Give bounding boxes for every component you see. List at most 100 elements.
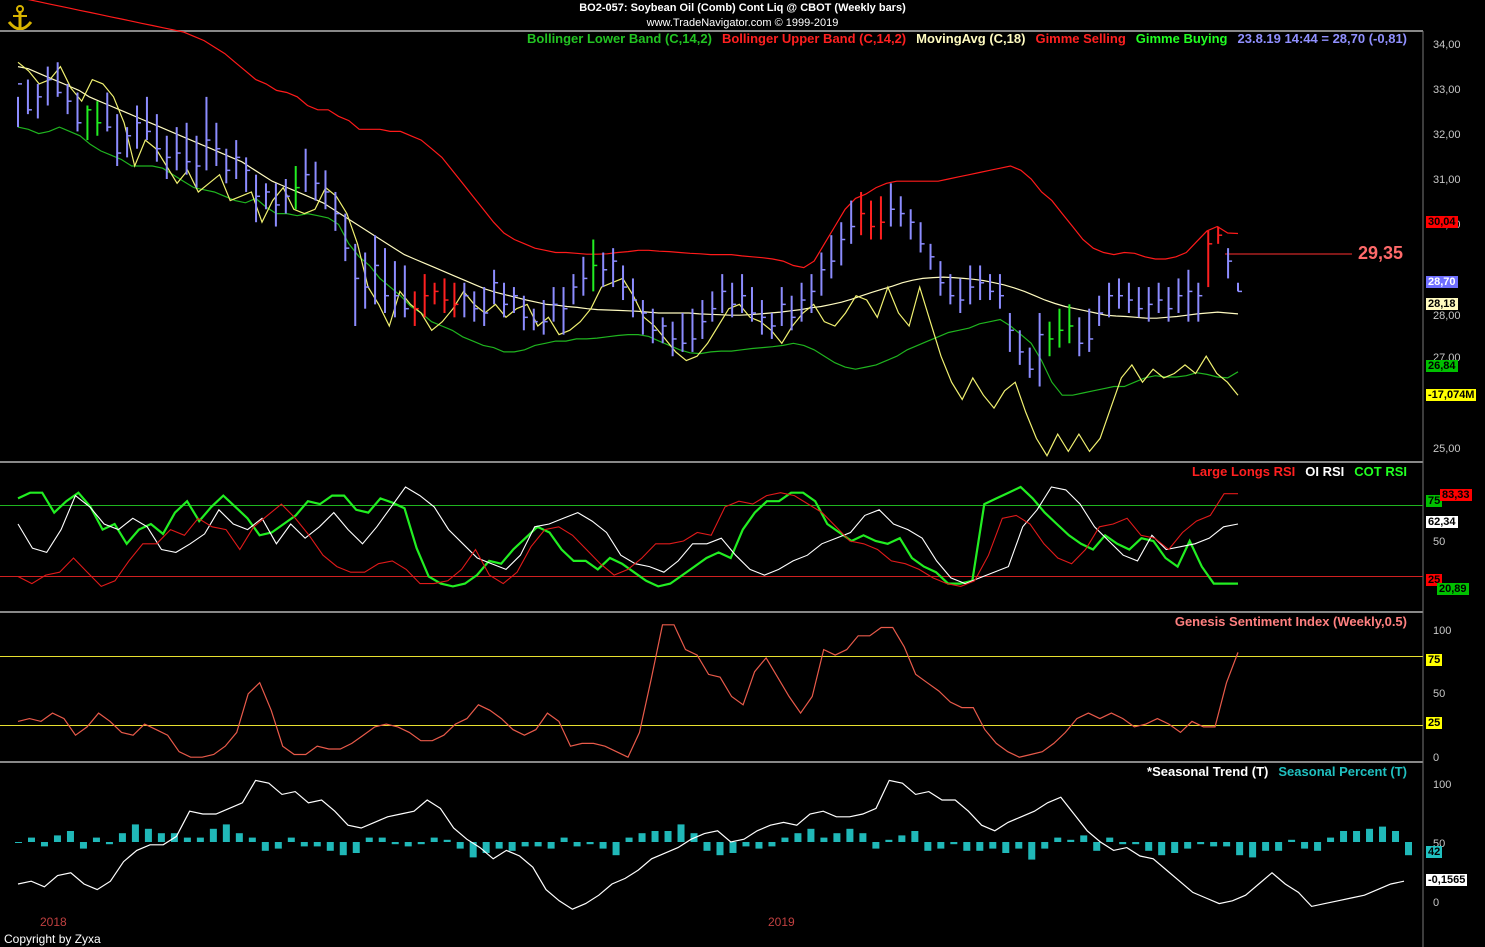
seasonal-percent-bar <box>92 837 100 842</box>
seasonal-percent-bar <box>1145 842 1153 851</box>
rsi-series-1 <box>17 486 1239 585</box>
seasonal-percent-bar <box>235 833 243 842</box>
seasonal-percent-bar <box>664 831 672 842</box>
value-tag: 26,84 <box>1426 360 1458 372</box>
value-tag: 28,18 <box>1426 298 1458 310</box>
legend-entry: 23.8.19 14:44 = 28,70 (-0,81) <box>1237 31 1407 46</box>
seasonal-percent-bar <box>1314 842 1322 851</box>
genesis-series-0 <box>17 624 1239 759</box>
y-tick-label: 34,00 <box>1433 39 1461 51</box>
y-tick-label: 28,00 <box>1433 310 1461 322</box>
seasonal-percent-bar <box>365 837 373 842</box>
seasonal-percent-bar <box>1028 842 1036 860</box>
seasonal-percent-bar <box>651 831 659 842</box>
seasonal-percent-bar <box>1197 842 1205 845</box>
value-tag: 20,89 <box>1437 583 1469 595</box>
seasonal-percent-bar <box>950 842 958 845</box>
seasonal-percent-bar <box>937 842 945 849</box>
seasonal-percent-bar <box>742 842 750 847</box>
rsi-series-2 <box>17 492 1238 588</box>
seasonal-percent-bar <box>222 824 230 842</box>
seasonal-percent-bar <box>1054 837 1062 842</box>
horizontal-level-label: 29,35 <box>1358 243 1404 263</box>
y-tick-label: 31,00 <box>1433 174 1461 186</box>
price-series-1 <box>27 0 1239 269</box>
seasonal-percent-bar <box>1288 839 1296 842</box>
y-tick-label: 50 <box>1433 688 1446 700</box>
seasonal-percent-bar <box>924 842 932 851</box>
chart-title: BO2-057: Soybean Oil (Comb) Cont Liq @ C… <box>579 2 906 14</box>
seasonal-percent-bar <box>144 828 152 842</box>
seasonal-percent-bar <box>1301 842 1309 849</box>
seasonal-percent-bar <box>1015 842 1023 849</box>
seasonal-percent-bar <box>755 842 763 849</box>
value-tag: 28,70 <box>1426 276 1458 288</box>
value-tag: 30,04 <box>1426 216 1458 228</box>
seasonal-percent-bar <box>339 842 347 856</box>
seasonal-percent-bar <box>846 828 854 842</box>
seasonal-percent-bar <box>1236 842 1244 856</box>
legend-entry: COT RSI <box>1354 464 1407 479</box>
seasonal-percent-bar <box>1210 842 1218 847</box>
y-tick-label: 0 <box>1433 897 1440 909</box>
seasonal-percent-bar <box>209 828 217 842</box>
seasonal-percent-bar <box>1262 842 1270 851</box>
value-tag: 75 <box>1426 654 1443 666</box>
copyright: Copyright by Zyxa <box>4 932 101 946</box>
legend-entry: *Seasonal Trend (T) <box>1147 764 1269 779</box>
value-tag: -0,1565 <box>1426 874 1468 886</box>
value-tag: -17,074M <box>1426 389 1477 401</box>
seasonal-percent-bar <box>1041 842 1049 849</box>
seasonal-percent-bar <box>1405 842 1412 856</box>
legend-entry: Bollinger Upper Band (C,14,2) <box>721 31 907 46</box>
seasonal-percent-bar <box>274 842 282 849</box>
seasonal-percent-bar <box>261 842 269 851</box>
value-tag: 62,34 <box>1426 516 1458 528</box>
seasonal-percent-bar <box>807 828 815 842</box>
seasonal-percent-bar <box>1275 842 1283 851</box>
seasonal-percent-bar <box>794 833 802 842</box>
y-tick-label: 33,00 <box>1433 84 1461 96</box>
seasonal-percent-bar <box>1249 842 1257 858</box>
seasonal-percent-bar <box>66 831 74 842</box>
rsi-legend: Large Longs RSI OI RSI COT RSI <box>1182 464 1407 479</box>
seasonal-percent-bar <box>313 842 321 847</box>
price-series-2 <box>17 126 1239 396</box>
seasonal-percent-bar <box>456 842 464 849</box>
seasonal-percent-bar <box>326 842 334 851</box>
seasonal-percent-bar <box>989 842 997 849</box>
seasonal-percent-bar <box>521 842 529 847</box>
seasonal-percent-bar <box>53 835 61 842</box>
seasonal-percent-bar <box>599 842 607 849</box>
seasonal-percent-bar <box>417 842 425 845</box>
seasonal-percent-bar <box>1379 826 1387 842</box>
seasonal-percent-bar <box>547 842 555 849</box>
seasonal-trend-line <box>17 779 1405 910</box>
seasonal-percent-bar <box>1132 842 1140 845</box>
seasonal-percent-bar <box>1093 842 1101 851</box>
seasonal-percent-bar <box>508 842 516 851</box>
seasonal-percent-bar <box>612 842 620 856</box>
seasonal-legend: *Seasonal Trend (T) Seasonal Percent (T) <box>1137 764 1407 779</box>
seasonal-percent-bar <box>1119 842 1127 845</box>
seasonal-percent-bar <box>248 837 256 842</box>
seasonal-percent-bar <box>1366 828 1374 842</box>
seasonal-percent-bar <box>1327 837 1335 842</box>
seasonal-percent-bar <box>872 842 880 849</box>
y-tick-label: 0 <box>1433 752 1440 764</box>
seasonal-percent-bar <box>1171 842 1179 853</box>
seasonal-percent-bar <box>820 837 828 842</box>
seasonal-percent-bar <box>1002 842 1010 853</box>
seasonal-percent-bar <box>586 842 594 845</box>
seasonal-percent-bar <box>482 842 490 853</box>
seasonal-percent-bar <box>443 839 451 842</box>
rsi-series-0 <box>17 485 1238 588</box>
y-tick-label: 100 <box>1433 625 1452 637</box>
seasonal-percent-bar <box>638 833 646 842</box>
seasonal-percent-bar <box>859 833 867 842</box>
seasonal-percent-bar <box>1392 831 1400 842</box>
price-series-3 <box>17 61 1239 457</box>
seasonal-percent-bar <box>196 837 204 842</box>
seasonal-percent-bar <box>1353 831 1361 842</box>
